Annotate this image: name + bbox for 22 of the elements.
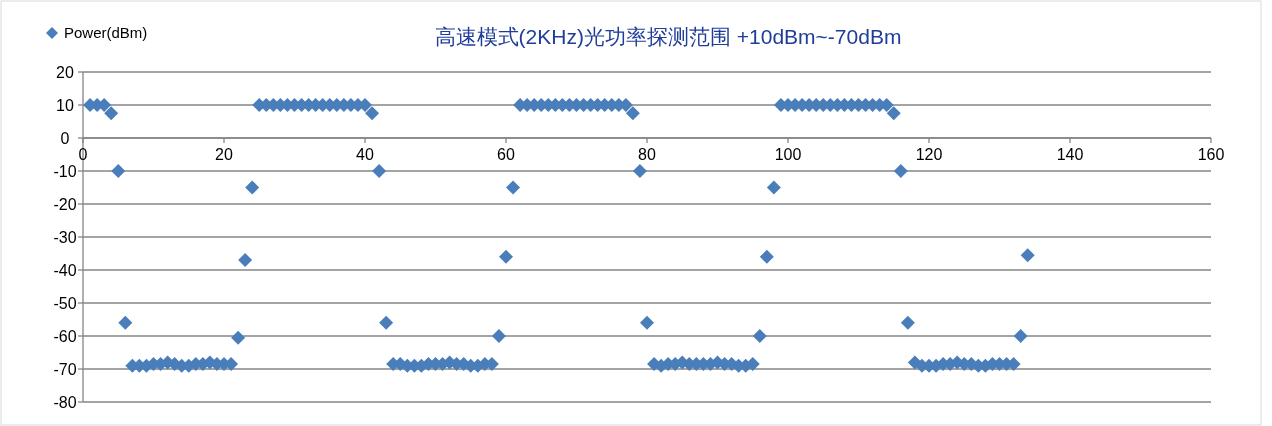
y-tick-label: -40 — [53, 262, 77, 279]
x-tick-label: 160 — [1197, 146, 1225, 163]
x-tick-label: 100 — [774, 146, 802, 163]
y-tick-label: -70 — [53, 361, 77, 378]
y-tick-label: -20 — [53, 196, 77, 213]
y-tick-label: 10 — [56, 97, 74, 114]
x-tick-label: 20 — [215, 146, 233, 163]
y-tick-label: -10 — [53, 163, 77, 180]
y-tick-label: -60 — [53, 328, 77, 345]
x-tick-label: 120 — [915, 146, 943, 163]
x-tick-label: 40 — [356, 146, 374, 163]
y-tick-label: 0 — [60, 130, 70, 147]
y-tick-label: -30 — [53, 229, 77, 246]
x-tick-label: 60 — [497, 146, 515, 163]
x-tick-label: 80 — [638, 146, 656, 163]
chart-title: 高速模式(2KHz)光功率探测范围 +10dBm~-70dBm — [434, 25, 902, 48]
y-tick-label: -50 — [53, 295, 77, 312]
y-tick-label: 20 — [56, 64, 74, 81]
x-tick-label: 140 — [1056, 146, 1084, 163]
x-tick-label: 0 — [78, 146, 88, 163]
legend-label: Power(dBm) — [64, 24, 148, 41]
y-tick-label: -80 — [53, 394, 77, 411]
